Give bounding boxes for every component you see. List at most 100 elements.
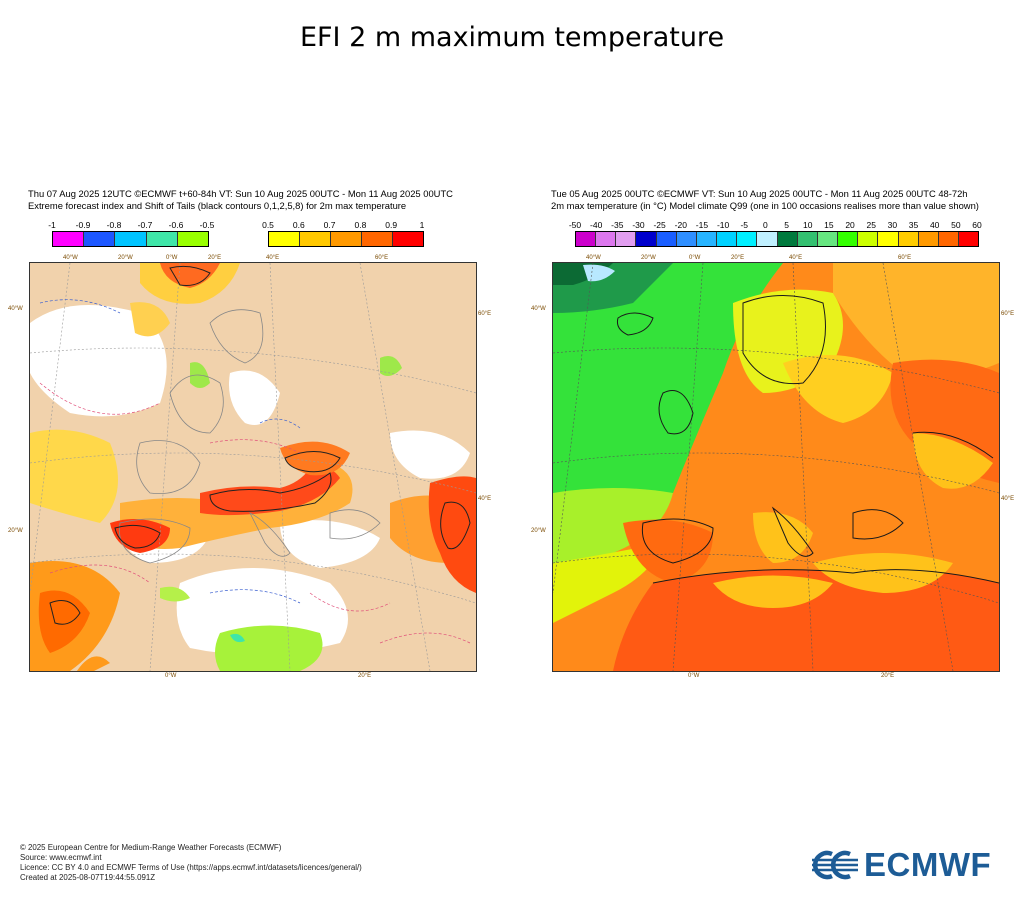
axis-label: 40°E <box>1001 496 1015 502</box>
climate-legend-swatch <box>878 232 899 246</box>
efi-negative-legend-swatch <box>146 232 178 246</box>
climate-legend-label: -10 <box>716 220 730 230</box>
axis-label: 40°W <box>63 255 78 261</box>
climate-legend-label: 40 <box>929 220 940 230</box>
climate-legend-swatch <box>717 232 738 246</box>
efi-positive-legend-label: 0.9 <box>385 220 398 230</box>
climate-legend-label: 0 <box>763 220 768 230</box>
climate-legend-swatch <box>838 232 859 246</box>
climate-legend-label: 25 <box>866 220 876 230</box>
axis-label: 20°E <box>731 255 745 261</box>
climate-legend-label: 5 <box>784 220 789 230</box>
axis-label: 20°E <box>208 255 222 261</box>
climate-legend-label: 35 <box>908 220 919 230</box>
efi-negative-legend-label: -0.9 <box>75 220 91 230</box>
climate-legend-label: -5 <box>740 220 749 230</box>
climate-legend-swatch <box>596 232 617 246</box>
efi-negative-legend-label: -0.8 <box>106 220 122 230</box>
climate-legend-label: 10 <box>803 220 813 230</box>
axis-label: 60°E <box>898 255 912 261</box>
efi-negative-legend-label: -0.6 <box>168 220 184 230</box>
climate-legend-swatch <box>616 232 637 246</box>
axis-label: 60°E <box>1001 311 1015 317</box>
efi-header-line1: Thu 07 Aug 2025 12UTC ©ECMWF t+60-84h VT… <box>28 188 453 199</box>
ecmwf-logo-text: ECMWF <box>864 846 992 883</box>
efi-positive-legend-label: 0.8 <box>354 220 367 230</box>
axis-label: 40°E <box>266 255 280 261</box>
efi-negative-legend-swatch <box>53 232 85 246</box>
ecmwf-logo-icon <box>812 850 858 880</box>
footer-created: Created at 2025-08-07T19:44:55.091Z <box>20 873 156 882</box>
climate-legend-label: 30 <box>887 220 898 230</box>
climate-legend-swatch <box>817 232 839 246</box>
climate-panel: Tue 05 Aug 2025 00UTC ©ECMWF VT: Sun 10 … <box>531 188 1014 679</box>
efi-positive-legend-swatch <box>331 232 362 246</box>
footer-licence: Licence: CC BY 4.0 and ECMWF Terms of Us… <box>20 863 362 872</box>
climate-legend-swatch <box>737 232 758 246</box>
axis-label: 0°W <box>166 255 178 261</box>
axis-label: 20°W <box>531 528 546 534</box>
climate-legend-swatch <box>938 232 959 246</box>
axis-label: 0°W <box>689 255 701 261</box>
climate-legend-label: -50 <box>568 220 582 230</box>
page-title: EFI 2 m maximum temperature <box>299 22 725 53</box>
climate-legend-label: -40 <box>590 220 603 230</box>
efi-negative-legend-swatch <box>177 232 209 246</box>
efi-negative-legend-label: -0.5 <box>199 220 215 230</box>
climate-legend-swatch <box>797 232 818 246</box>
climate-legend-swatch <box>918 232 939 246</box>
axis-label: 20°W <box>641 255 656 261</box>
efi-positive-legend-swatch <box>300 232 331 246</box>
climate-legend-label: 15 <box>824 220 834 230</box>
efi-negative-legend-swatch <box>84 232 116 246</box>
axis-label: 40°E <box>478 496 492 502</box>
climate-legend-label: -25 <box>653 220 666 230</box>
climate-legend-swatch <box>958 232 979 246</box>
climate-header-line2: 2m max temperature (in °C) Model climate… <box>551 200 979 211</box>
climate-legend-label: -30 <box>632 220 645 230</box>
climate-legend-swatch <box>576 232 597 246</box>
climate-legend-label: 50 <box>951 220 961 230</box>
axis-label: 40°W <box>586 255 601 261</box>
climate-legend-label: -20 <box>674 220 687 230</box>
efi-negative-legend-label: -1 <box>48 220 56 230</box>
climate-legend-swatch <box>757 232 778 246</box>
axis-label: 40°E <box>789 255 803 261</box>
efi-positive-legend-swatch <box>362 232 393 246</box>
climate-legend-swatch <box>656 232 677 246</box>
climate-header-line1: Tue 05 Aug 2025 00UTC ©ECMWF VT: Sun 10 … <box>551 188 968 199</box>
climate-legend-label: -35 <box>611 220 624 230</box>
efi-positive-legend-label: 0.6 <box>292 220 305 230</box>
climate-legend-swatch <box>777 232 798 246</box>
footer-source: Source: www.ecmwf.int <box>20 853 102 862</box>
axis-label: 0°W <box>165 673 177 679</box>
climate-legend-swatch <box>676 232 697 246</box>
axis-label: 60°E <box>375 255 389 261</box>
climate-legend-swatch <box>898 232 919 246</box>
climate-legend-label: -15 <box>695 220 709 230</box>
axis-label: 0°W <box>688 673 700 679</box>
climate-map[interactable] <box>552 262 1000 672</box>
efi-map[interactable] <box>29 262 477 672</box>
axis-label: 60°E <box>478 311 492 317</box>
ecmwf-logo[interactable]: ECMWF <box>812 845 1012 885</box>
axis-label: 20°E <box>881 673 895 679</box>
efi-positive-legend-label: 0.7 <box>323 220 336 230</box>
efi-positive-legend-label: 1 <box>419 220 425 230</box>
axis-label: 40°W <box>531 306 546 312</box>
climate-legend-swatch <box>696 232 718 246</box>
climate-legend-swatch <box>858 232 879 246</box>
efi-header-line2: Extreme forecast index and Shift of Tail… <box>28 200 407 211</box>
axis-label: 20°W <box>118 255 133 261</box>
axis-label: 20°W <box>8 528 23 534</box>
efi-positive-legend-swatch <box>269 232 300 246</box>
axis-label: 20°E <box>358 673 372 679</box>
climate-legend-label: 20 <box>845 220 855 230</box>
footer: © 2025 European Centre for Medium-Range … <box>20 843 362 883</box>
efi-negative-legend-label: -0.7 <box>137 220 153 230</box>
efi-negative-legend-swatch <box>115 232 147 246</box>
efi-positive-legend-label: 0.5 <box>262 220 274 230</box>
climate-legend-swatch <box>636 232 657 246</box>
efi-positive-legend-swatch <box>393 232 423 246</box>
axis-label: 40°W <box>8 306 23 312</box>
